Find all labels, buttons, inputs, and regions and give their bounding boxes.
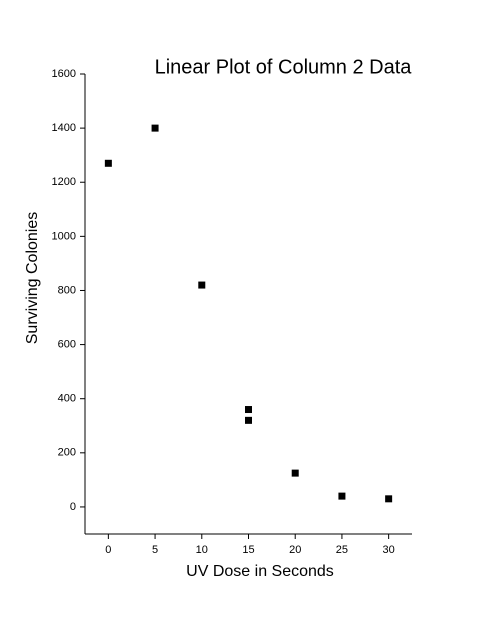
y-tick-label: 200 <box>58 447 76 459</box>
y-axis-label: Surviving Colonies <box>24 212 41 345</box>
y-tick-label: 400 <box>58 393 76 405</box>
y-tick-label: 1000 <box>52 230 76 242</box>
chart-title: Linear Plot of Column 2 Data <box>155 56 413 78</box>
point <box>151 124 159 132</box>
x-tick-label: 30 <box>383 544 395 556</box>
y-tick-label: 1200 <box>52 176 76 188</box>
point <box>198 281 206 289</box>
point <box>245 406 252 414</box>
point <box>104 159 112 167</box>
x-tick-label: 25 <box>336 544 348 556</box>
y-tick-label: 1400 <box>52 122 76 134</box>
y-tick-label: 1600 <box>52 68 76 80</box>
y-tick-label: 600 <box>58 338 76 350</box>
x-axis-label: UV Dose in Seconds <box>186 563 334 580</box>
x-tick-label: 0 <box>105 544 111 556</box>
x-tick-label: 10 <box>196 544 208 556</box>
x-tick-label: 5 <box>152 544 158 556</box>
point <box>338 492 346 500</box>
x-tick-label: 20 <box>289 544 301 556</box>
point <box>291 469 299 477</box>
point <box>245 416 252 424</box>
y-tick-label: 800 <box>58 284 76 296</box>
x-tick-label: 15 <box>242 544 254 556</box>
y-tick-label: 0 <box>70 501 76 513</box>
point <box>385 495 393 503</box>
